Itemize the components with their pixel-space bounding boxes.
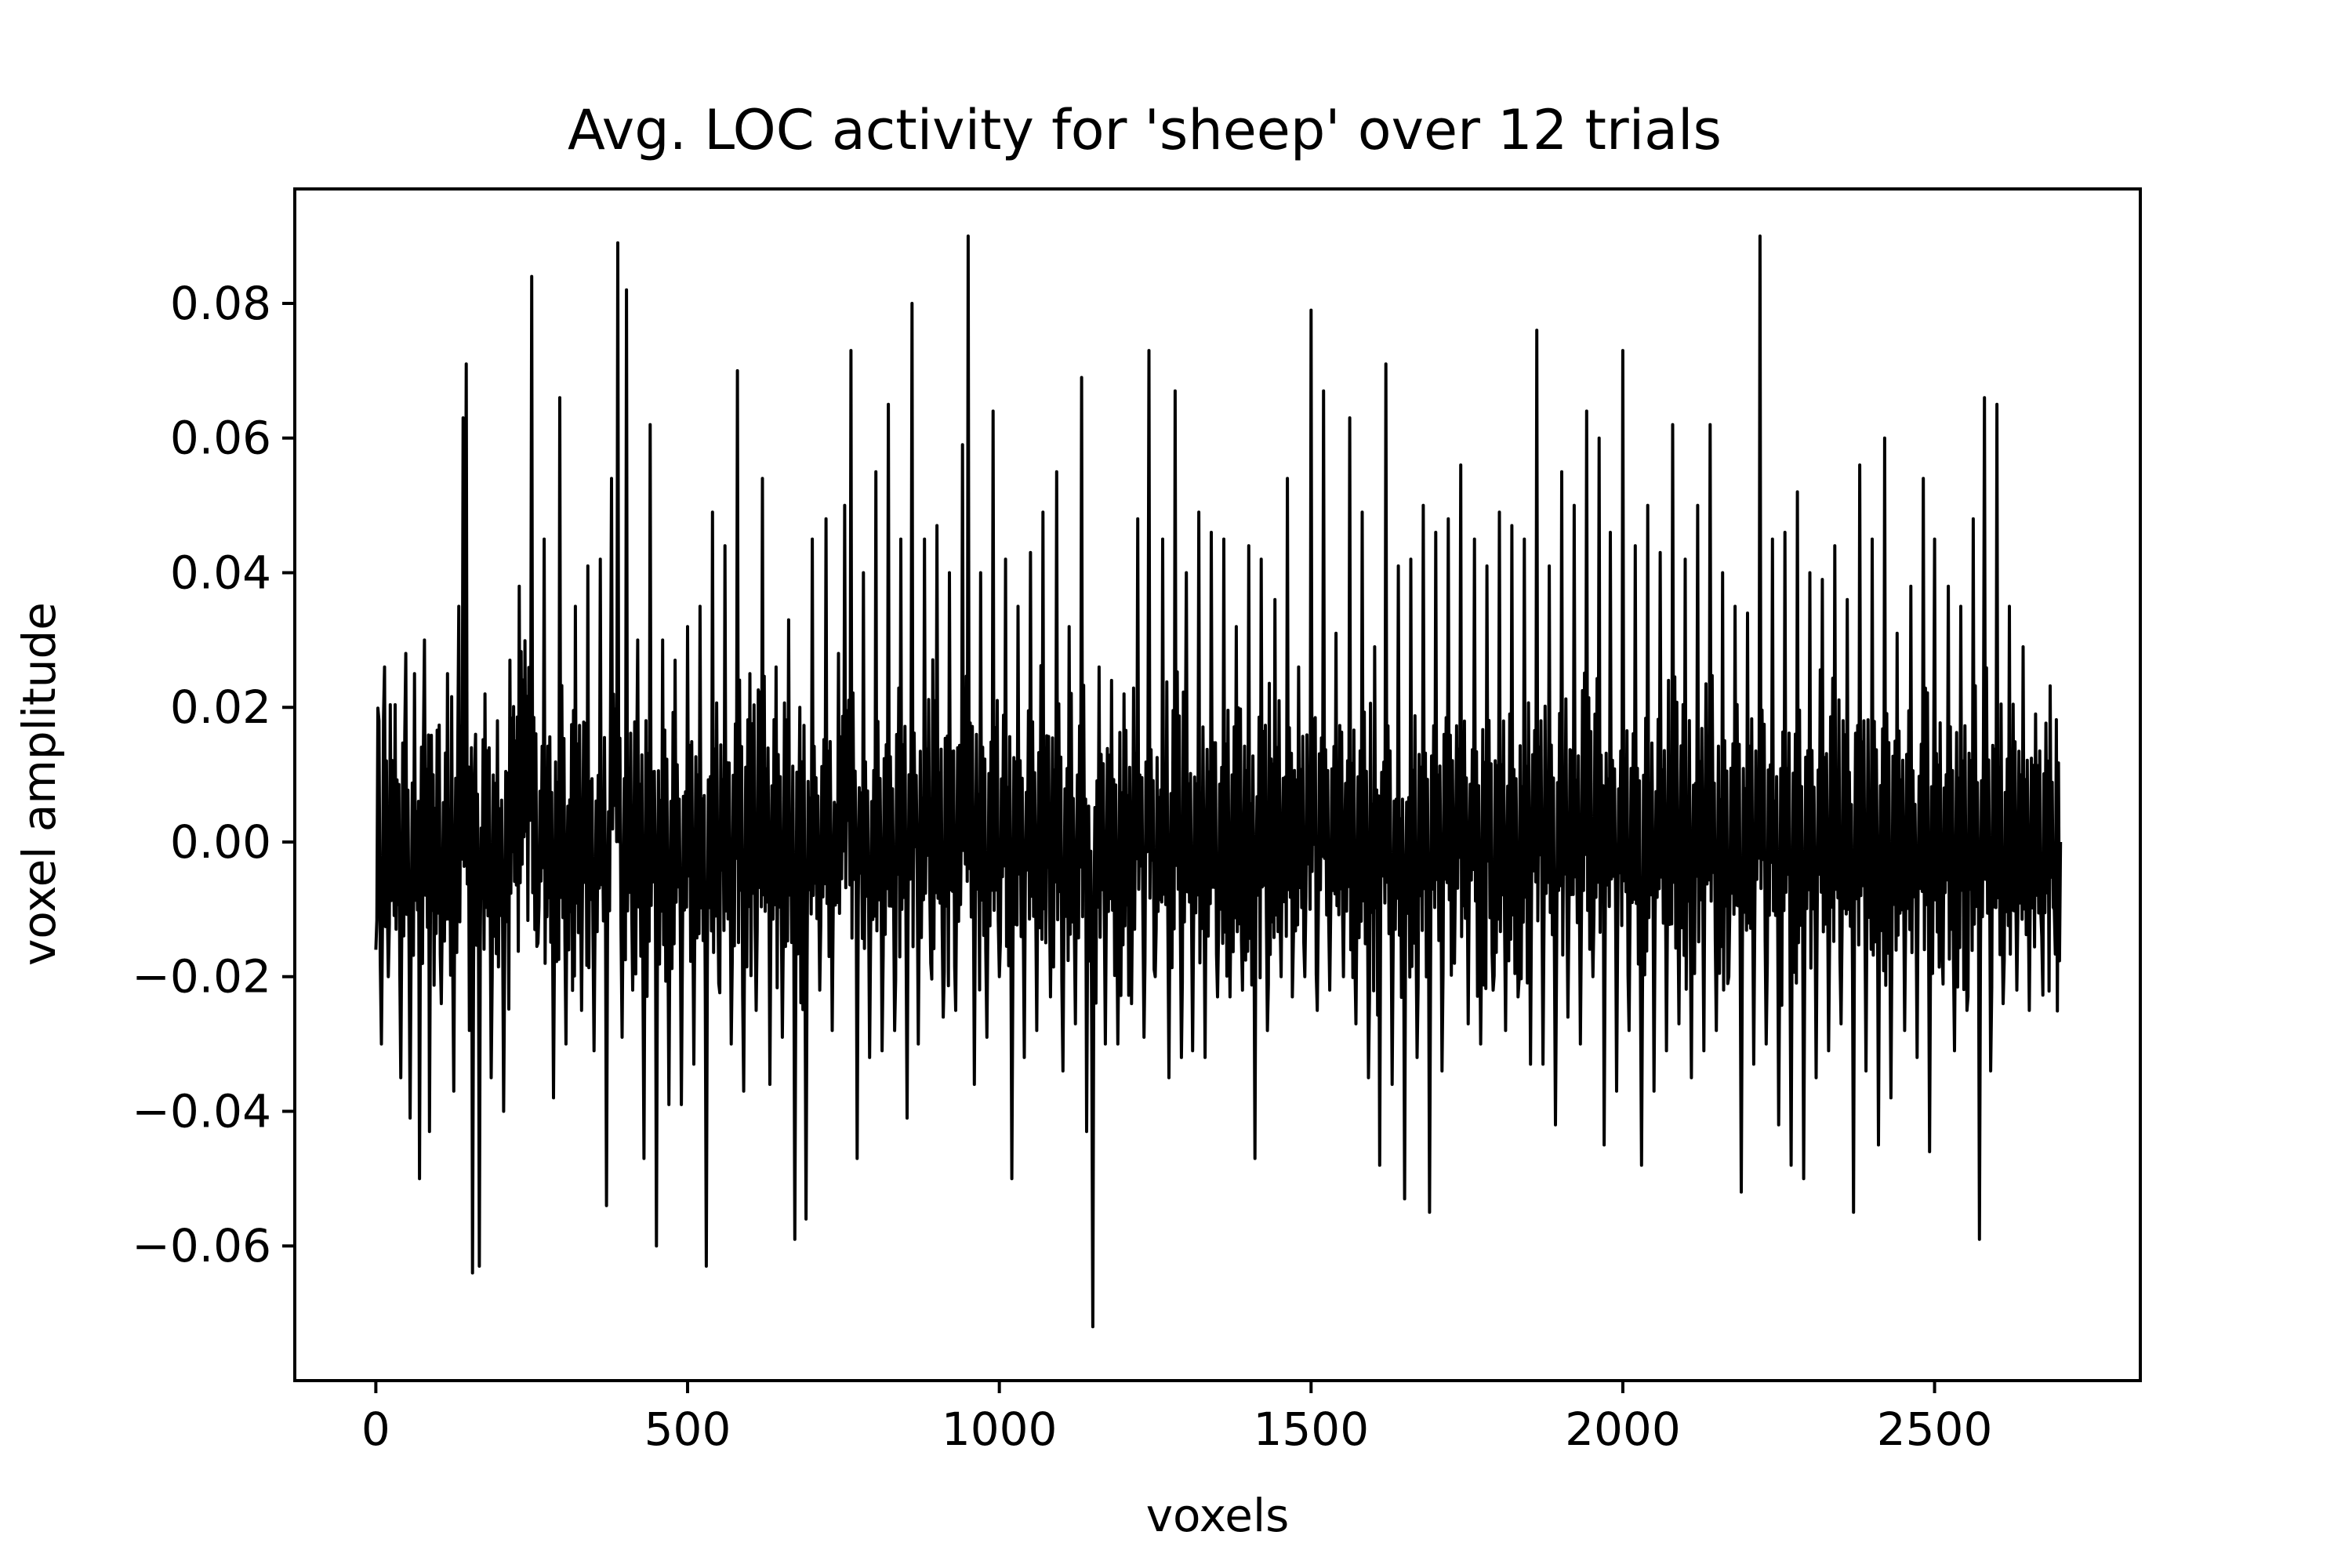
y-tick-label: −0.06: [132, 1219, 271, 1272]
series-line: [374, 234, 2063, 1329]
x-axis-title: voxels: [1146, 1489, 1290, 1542]
chart-title: Avg. LOC activity for 'sheep' over 12 tr…: [568, 98, 1722, 162]
x-tick-label: 500: [644, 1403, 731, 1456]
x-tick-label: 1500: [1253, 1403, 1369, 1456]
y-tick-label: −0.04: [132, 1084, 271, 1138]
x-tick-label: 1000: [942, 1403, 1058, 1456]
axes-frame: [293, 187, 2142, 1382]
y-tick-label: 0.04: [170, 546, 271, 599]
y-tick-label: 0.00: [170, 815, 271, 869]
y-tick-label: 0.06: [170, 412, 271, 465]
x-tick-label: 2500: [1877, 1403, 1993, 1456]
y-tick-label: 0.02: [170, 681, 271, 734]
plot-area: [374, 234, 2063, 1329]
x-tick-label: 2000: [1565, 1403, 1681, 1456]
y-tick-label: 0.08: [170, 277, 271, 330]
x-axis: 0 500 1000 1500 2000 2500: [361, 1381, 1992, 1456]
y-axis: −0.06 −0.04 −0.02 0.00 0.02 0.04 0.06 0.08: [132, 277, 295, 1272]
y-axis-title: voxel amplitude: [13, 602, 66, 966]
y-tick-label: −0.02: [132, 950, 271, 1004]
x-tick-label: 0: [361, 1403, 390, 1456]
